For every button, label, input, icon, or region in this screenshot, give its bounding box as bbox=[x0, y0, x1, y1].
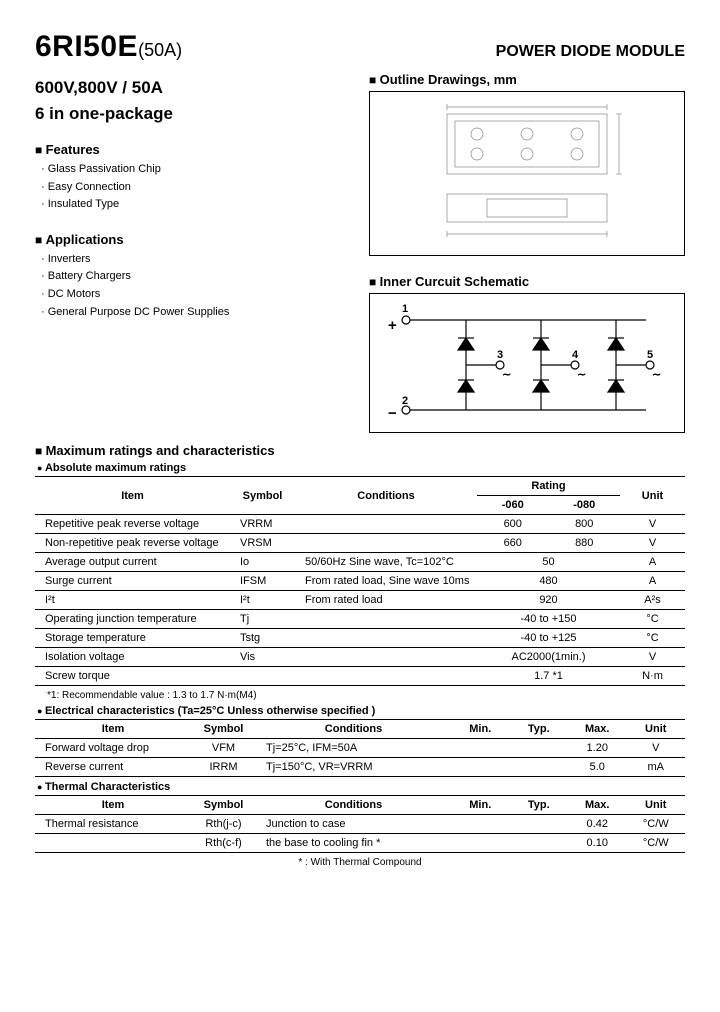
feature-item: Easy Connection bbox=[41, 179, 351, 197]
table-row: Surge current IFSM From rated load, Sine… bbox=[35, 572, 685, 591]
tilde-3: ∼ bbox=[502, 369, 511, 381]
max-ratings-table: Item Symbol Conditions Rating Unit -060 … bbox=[35, 476, 685, 686]
application-item: Battery Chargers bbox=[41, 268, 351, 286]
table-row: Reverse current IRRM Tj=150°C, VR=VRRM 5… bbox=[35, 758, 685, 777]
table-row: Average output current Io 50/60Hz Sine w… bbox=[35, 553, 685, 572]
outline-drawing-svg bbox=[387, 99, 667, 249]
tilde-4: ∼ bbox=[577, 369, 586, 381]
outline-heading: Outline Drawings, mm bbox=[369, 72, 685, 87]
applications-heading: Applications bbox=[35, 232, 351, 247]
th-080: -080 bbox=[549, 496, 621, 515]
abs-max-subhead: Absolute maximum ratings bbox=[37, 462, 685, 474]
th-typ: Typ. bbox=[510, 796, 569, 815]
th-symbol: Symbol bbox=[230, 477, 295, 515]
th-060: -060 bbox=[477, 496, 549, 515]
voltage-current-spec: 600V,800V / 50A bbox=[35, 78, 351, 98]
minus-symbol: − bbox=[388, 405, 397, 422]
table-row: Forward voltage drop VFM Tj=25°C, IFM=50… bbox=[35, 739, 685, 758]
table-row: Screw torque 1.7 *1 N·m bbox=[35, 667, 685, 686]
right-column: Outline Drawings, mm Inner Curcuit Schem… bbox=[369, 72, 685, 433]
package-spec: 6 in one-package bbox=[35, 104, 351, 124]
table-row: Repetitive peak reverse voltage VRRM 600… bbox=[35, 515, 685, 534]
th-min: Min. bbox=[451, 720, 510, 739]
max-ratings-heading: Maximum ratings and characteristics bbox=[35, 443, 685, 458]
outline-drawing bbox=[369, 91, 685, 256]
table-row: I²t I²t From rated load 920 A²s bbox=[35, 591, 685, 610]
th-unit: Unit bbox=[627, 796, 686, 815]
part-suffix: (50A) bbox=[138, 40, 182, 60]
part-number-block: 6RI50E(50A) bbox=[35, 30, 182, 64]
th-unit: Unit bbox=[620, 477, 685, 515]
table-row: Storage temperature Tstg -40 to +125 °C bbox=[35, 629, 685, 648]
terminal-2: 2 bbox=[402, 395, 408, 407]
th-symbol: Symbol bbox=[191, 720, 256, 739]
th-min: Min. bbox=[451, 796, 510, 815]
feature-item: Glass Passivation Chip bbox=[41, 161, 351, 179]
th-cond: Conditions bbox=[256, 720, 451, 739]
th-item: Item bbox=[35, 720, 191, 739]
thermal-heading: Thermal Characteristics bbox=[37, 781, 685, 793]
applications-list: Inverters Battery Chargers DC Motors Gen… bbox=[41, 251, 351, 321]
thermal-table: Item Symbol Conditions Min. Typ. Max. Un… bbox=[35, 795, 685, 853]
terminal-3: 3 bbox=[497, 349, 503, 361]
th-item: Item bbox=[35, 477, 230, 515]
table-row: Operating junction temperature Tj -40 to… bbox=[35, 610, 685, 629]
application-item: DC Motors bbox=[41, 286, 351, 304]
features-heading: Features bbox=[35, 142, 351, 157]
electrical-heading: Electrical characteristics (Ta=25°C Unle… bbox=[37, 705, 685, 717]
table-row: Isolation voltage Vis AC2000(1min.) V bbox=[35, 648, 685, 667]
feature-item: Insulated Type bbox=[41, 196, 351, 214]
electrical-table: Item Symbol Conditions Min. Typ. Max. Un… bbox=[35, 719, 685, 777]
max-ratings-footnote: *1: Recommendable value : 1.3 to 1.7 N·m… bbox=[47, 690, 685, 701]
left-column: 600V,800V / 50A 6 in one-package Feature… bbox=[35, 72, 351, 433]
table-row: Non-repetitive peak reverse voltage VRSM… bbox=[35, 534, 685, 553]
terminal-1: 1 bbox=[402, 303, 408, 315]
schematic-drawing: 1 + 2 − 3 ∼ 4 ∼ 5 ∼ bbox=[369, 293, 685, 433]
th-typ: Typ. bbox=[510, 720, 569, 739]
part-number: 6RI50E bbox=[35, 30, 138, 63]
table-row: Rth(c-f) the base to cooling fin * 0.10 … bbox=[35, 834, 685, 853]
th-rating: Rating bbox=[477, 477, 620, 496]
application-item: General Purpose DC Power Supplies bbox=[41, 304, 351, 322]
plus-symbol: + bbox=[388, 317, 397, 334]
th-max: Max. bbox=[568, 720, 627, 739]
module-type: POWER DIODE MODULE bbox=[496, 43, 685, 61]
th-conditions: Conditions bbox=[295, 477, 477, 515]
th-max: Max. bbox=[568, 796, 627, 815]
th-item: Item bbox=[35, 796, 191, 815]
th-cond: Conditions bbox=[256, 796, 451, 815]
table-row: Thermal resistance Rth(j-c) Junction to … bbox=[35, 815, 685, 834]
application-item: Inverters bbox=[41, 251, 351, 269]
terminal-4: 4 bbox=[572, 349, 579, 361]
th-unit: Unit bbox=[627, 720, 686, 739]
thermal-footnote: * : With Thermal Compound bbox=[35, 857, 685, 868]
th-symbol: Symbol bbox=[191, 796, 256, 815]
schematic-svg: 1 + 2 − 3 ∼ 4 ∼ 5 ∼ bbox=[376, 300, 666, 426]
terminal-5: 5 bbox=[647, 349, 653, 361]
header: 6RI50E(50A) POWER DIODE MODULE bbox=[35, 30, 685, 64]
features-list: Glass Passivation Chip Easy Connection I… bbox=[41, 161, 351, 214]
tilde-5: ∼ bbox=[652, 369, 661, 381]
schematic-heading: Inner Curcuit Schematic bbox=[369, 274, 685, 289]
